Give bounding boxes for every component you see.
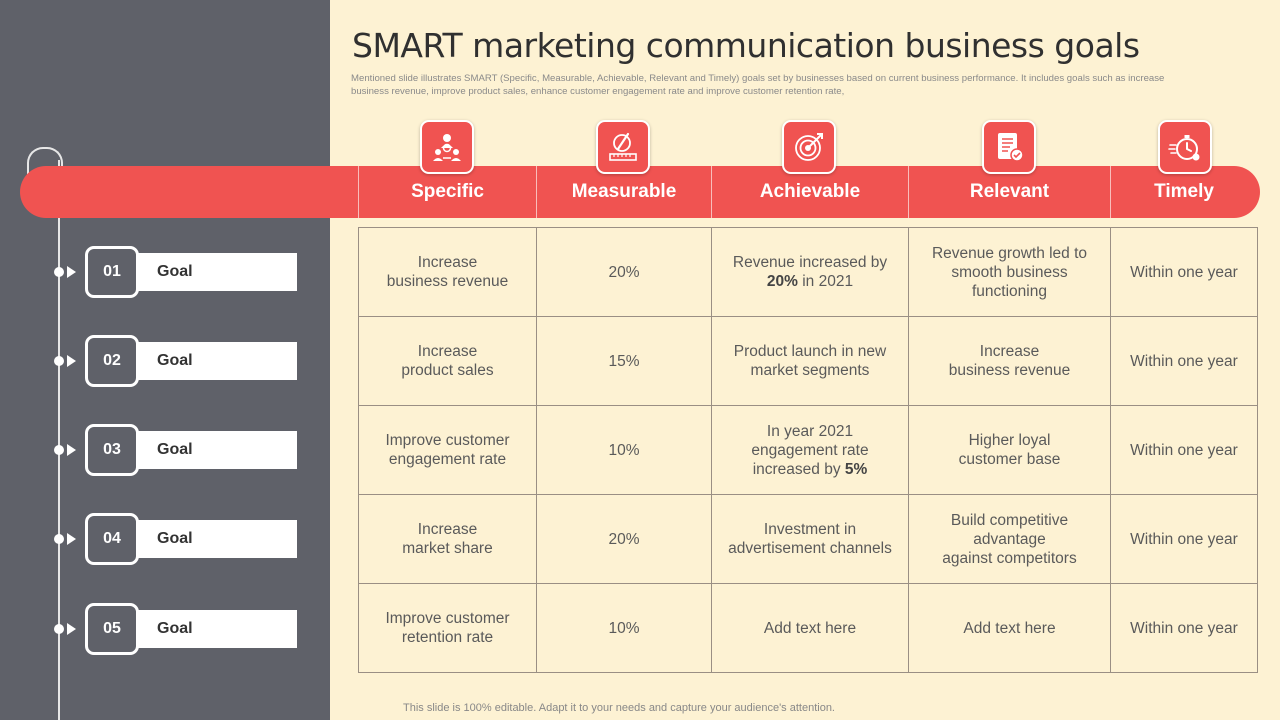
document-icon — [982, 120, 1036, 174]
target-icon — [782, 120, 836, 174]
table-cell: Build competitive advantage against comp… — [909, 495, 1111, 584]
goal-label: Goal — [138, 342, 297, 380]
goal-label: Goal — [138, 610, 297, 648]
timeline-dot — [54, 624, 64, 634]
table-cell: Within one year — [1111, 317, 1258, 406]
table-cell: 10% — [537, 406, 712, 495]
table-cell: Within one year — [1111, 228, 1258, 317]
column-header-relevant: Relevant — [908, 166, 1110, 218]
timeline-dot — [54, 356, 64, 366]
goal-number: 04 — [85, 513, 139, 565]
table-cell: Increase market share — [359, 495, 537, 584]
goal-number: 02 — [85, 335, 139, 387]
timeline-hook — [27, 147, 63, 179]
table-cell: Add text here — [712, 584, 909, 673]
goal-row-05: Goal 05 — [0, 602, 330, 658]
table-cell: Increase business revenue — [909, 317, 1111, 406]
table-cell: Add text here — [909, 584, 1111, 673]
play-arrow-icon — [67, 623, 76, 635]
table-cell: 20% — [537, 495, 712, 584]
table-cell: 15% — [537, 317, 712, 406]
column-header-timely: Timely — [1110, 166, 1257, 218]
goal-label: Goal — [138, 431, 297, 469]
table-cell: Product launch in new market segments — [712, 317, 909, 406]
table-cell: 10% — [537, 584, 712, 673]
measure-icon — [596, 120, 650, 174]
table-cell: Increase business revenue — [359, 228, 537, 317]
play-arrow-icon — [67, 355, 76, 367]
table-cell: Revenue growth led to smooth business fu… — [909, 228, 1111, 317]
play-arrow-icon — [67, 533, 76, 545]
table-cell: Within one year — [1111, 584, 1258, 673]
timeline-line — [58, 160, 60, 720]
table-cell: Improve customer engagement rate — [359, 406, 537, 495]
timeline-dot — [54, 534, 64, 544]
goal-number: 05 — [85, 603, 139, 655]
goal-row-04: Goal 04 — [0, 512, 330, 568]
goal-row-03: Goal 03 — [0, 423, 330, 479]
goal-number: 01 — [85, 246, 139, 298]
play-arrow-icon — [67, 266, 76, 278]
goal-row-02: Goal 02 — [0, 334, 330, 390]
column-header-measurable: Measurable — [536, 166, 711, 218]
stopwatch-icon — [1158, 120, 1212, 174]
page-title: SMART marketing communication business g… — [352, 26, 1140, 65]
smart-goals-table: Increase business revenue 20% Revenue in… — [358, 227, 1258, 673]
timeline-dot — [54, 267, 64, 277]
play-arrow-icon — [67, 444, 76, 456]
page-subtitle: Mentioned slide illustrates SMART (Speci… — [351, 73, 1165, 97]
goal-label: Goal — [138, 520, 297, 558]
goal-number: 03 — [85, 424, 139, 476]
table-cell: Increase product sales — [359, 317, 537, 406]
goal-label: Goal — [138, 253, 297, 291]
table-cell: Improve customer retention rate — [359, 584, 537, 673]
header-banner — [20, 166, 1260, 218]
column-header-specific: Specific — [358, 166, 536, 218]
timeline-dot — [54, 445, 64, 455]
table-cell: Investment in advertisement channels — [712, 495, 909, 584]
column-header-achievable: Achievable — [711, 166, 908, 218]
team-icon — [420, 120, 474, 174]
footer-note: This slide is 100% editable. Adapt it to… — [403, 702, 835, 714]
table-cell: Within one year — [1111, 406, 1258, 495]
table-cell: In year 2021 engagement rate increased b… — [712, 406, 909, 495]
table-cell: 20% — [537, 228, 712, 317]
table-cell: Higher loyal customer base — [909, 406, 1111, 495]
goal-row-01: Goal 01 — [0, 245, 330, 301]
table-cell: Revenue increased by 20% in 2021 — [712, 228, 909, 317]
table-cell: Within one year — [1111, 495, 1258, 584]
